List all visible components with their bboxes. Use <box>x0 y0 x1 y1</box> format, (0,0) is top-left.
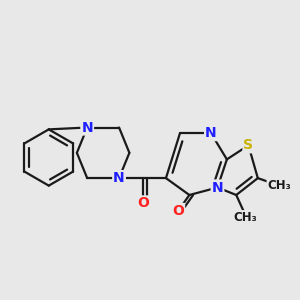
Text: N: N <box>212 181 223 194</box>
Text: CH₃: CH₃ <box>268 179 291 192</box>
Text: CH₃: CH₃ <box>234 211 257 224</box>
Text: N: N <box>205 126 217 140</box>
Text: O: O <box>137 196 149 210</box>
Text: N: N <box>113 171 125 185</box>
Text: N: N <box>81 121 93 134</box>
Text: O: O <box>172 204 184 218</box>
Text: S: S <box>243 138 254 152</box>
